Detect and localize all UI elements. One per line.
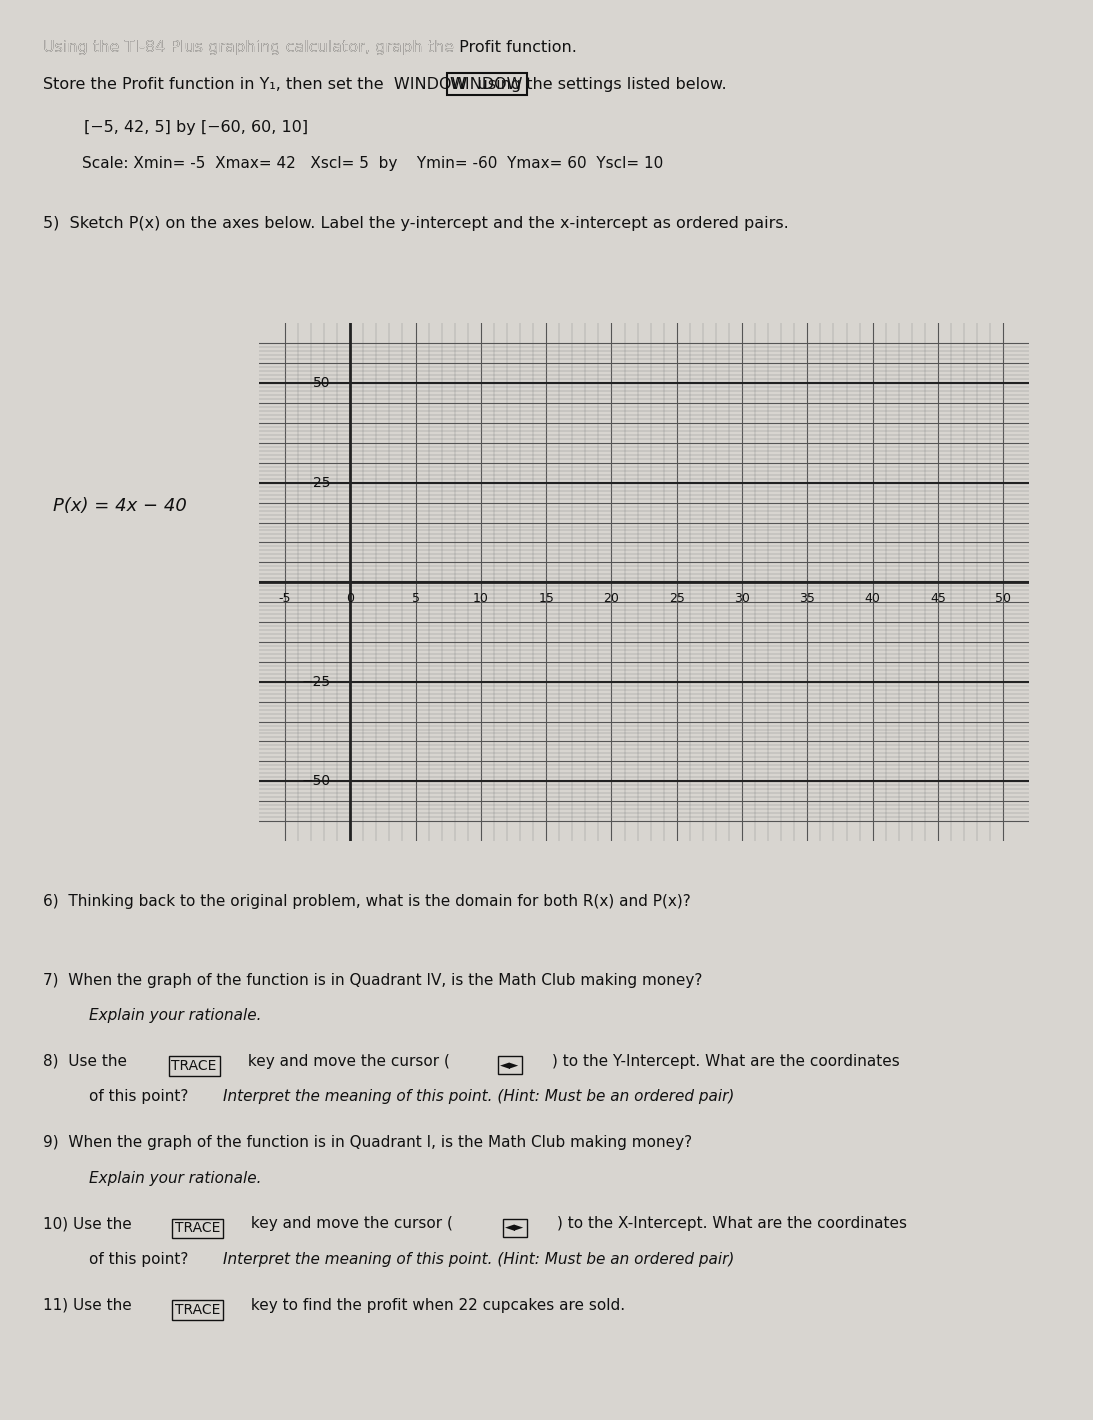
Text: 6)  Thinking back to the original problem, what is the domain for both R(x) and : 6) Thinking back to the original problem… <box>43 895 691 909</box>
Text: 25: 25 <box>669 592 684 605</box>
Text: 5: 5 <box>412 592 420 605</box>
Text: 5)  Sketch P(x) on the axes below. Label the y-intercept and the x-intercept as : 5) Sketch P(x) on the axes below. Label … <box>43 216 789 231</box>
Text: 40: 40 <box>865 592 881 605</box>
Text: 45: 45 <box>930 592 945 605</box>
Text: WINDOW: WINDOW <box>450 77 524 91</box>
Text: 10: 10 <box>473 592 489 605</box>
Text: TRACE: TRACE <box>175 1302 220 1316</box>
Text: [−5, 42, 5] by [−60, 60, 10]: [−5, 42, 5] by [−60, 60, 10] <box>43 119 308 135</box>
Text: Interpret the meaning of this point. (Hint: Must be an ordered pair): Interpret the meaning of this point. (Hi… <box>223 1252 734 1267</box>
Text: 9)  When the graph of the function is in Quadrant I, is the Math Club making mon: 9) When the graph of the function is in … <box>43 1135 692 1150</box>
Text: Store the Profit function in Y₁, then set the  WINDOW  using the settings listed: Store the Profit function in Y₁, then se… <box>43 77 727 91</box>
Text: 15: 15 <box>538 592 554 605</box>
Text: −25: −25 <box>302 674 331 689</box>
Text: Interpret the meaning of this point. (Hint: Must be an ordered pair): Interpret the meaning of this point. (Hi… <box>223 1089 734 1105</box>
Text: -5: -5 <box>279 592 291 605</box>
Text: Explain your rationale.: Explain your rationale. <box>90 1008 262 1024</box>
Text: 0: 0 <box>346 592 354 605</box>
Text: key and move the cursor (: key and move the cursor ( <box>244 1054 450 1069</box>
Text: ◄►: ◄► <box>501 1059 519 1072</box>
Text: key and move the cursor (: key and move the cursor ( <box>247 1217 454 1231</box>
Text: TRACE: TRACE <box>175 1221 220 1235</box>
Text: key to find the profit when 22 cupcakes are sold.: key to find the profit when 22 cupcakes … <box>247 1298 625 1312</box>
Text: 11) Use the: 11) Use the <box>43 1298 132 1312</box>
Text: Using the TI-84 Plus graphing calculator, graph the: Using the TI-84 Plus graphing calculator… <box>43 40 459 55</box>
Text: ) to the Y-Intercept. What are the coordinates: ) to the Y-Intercept. What are the coord… <box>552 1054 900 1069</box>
Text: Using the TI-84 Plus graphing calculator, graph the Profit function.: Using the TI-84 Plus graphing calculator… <box>43 40 577 55</box>
Text: 50: 50 <box>314 376 331 390</box>
Text: of this point?: of this point? <box>90 1252 193 1267</box>
Text: 30: 30 <box>734 592 750 605</box>
Text: 50: 50 <box>996 592 1011 605</box>
Text: 8)  Use the: 8) Use the <box>43 1054 127 1069</box>
Text: −50: −50 <box>302 774 331 788</box>
Text: ) to the X-Intercept. What are the coordinates: ) to the X-Intercept. What are the coord… <box>556 1217 907 1231</box>
Text: 10) Use the: 10) Use the <box>43 1217 132 1231</box>
Text: TRACE: TRACE <box>172 1059 216 1074</box>
Text: P(x) = 4x − 40: P(x) = 4x − 40 <box>54 497 187 515</box>
Text: of this point?: of this point? <box>90 1089 193 1105</box>
Text: Scale: Xmin= -5  Xmax= 42   Xscl= 5  by    Ymin= -60  Ymax= 60  Yscl= 10: Scale: Xmin= -5 Xmax= 42 Xscl= 5 by Ymin… <box>43 156 663 170</box>
Text: 35: 35 <box>799 592 815 605</box>
Text: 25: 25 <box>314 476 331 490</box>
Text: Explain your rationale.: Explain your rationale. <box>90 1170 262 1186</box>
Text: 20: 20 <box>603 592 620 605</box>
Text: 7)  When the graph of the function is in Quadrant IV, is the Math Club making mo: 7) When the graph of the function is in … <box>43 973 703 988</box>
Text: ◄►: ◄► <box>505 1221 525 1234</box>
